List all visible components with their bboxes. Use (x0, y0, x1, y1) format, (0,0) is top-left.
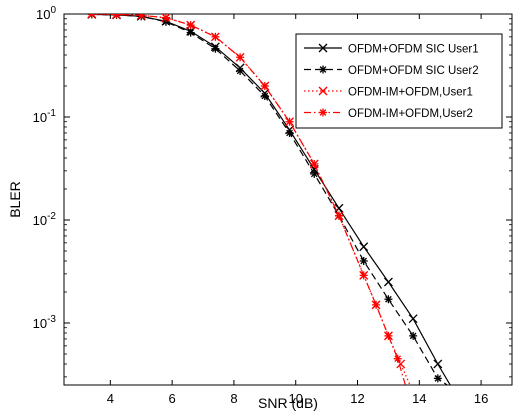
x-axis-label: SNR (dB) (258, 395, 318, 411)
data-point (236, 53, 245, 62)
x-tick-label: 12 (350, 391, 364, 406)
legend-item: OFDM-IM+OFDM,User2 (304, 108, 473, 120)
data-point (372, 300, 381, 309)
data-point (393, 354, 402, 363)
data-point (211, 32, 220, 41)
legend-marker (318, 43, 328, 53)
legend-marker (318, 86, 328, 96)
legend-label: OFDM-IM+OFDM,User1 (348, 87, 473, 99)
data-point (285, 128, 294, 137)
legend-label: OFDM+OFDM SIC User1 (348, 44, 479, 56)
data-point (236, 66, 245, 75)
x-tick-label: 6 (169, 391, 176, 406)
y-tick-label: 10-1 (33, 108, 57, 125)
legend-item: OFDM+OFDM SIC User2 (304, 65, 479, 77)
legend-label: OFDM+OFDM SIC User2 (348, 65, 479, 77)
x-tick-label: 4 (107, 391, 114, 406)
legend-marker (319, 65, 327, 74)
series-4 (87, 14, 406, 385)
data-point (383, 277, 393, 287)
legend-item: OFDM+OFDM SIC User1 (304, 44, 479, 56)
data-point (211, 44, 220, 53)
legend-item: OFDM-IM+OFDM,User1 (304, 87, 473, 99)
data-point (334, 211, 343, 220)
data-point (260, 91, 269, 100)
legend-marker (319, 108, 327, 117)
data-point (384, 331, 393, 340)
series-line (91, 14, 451, 385)
legend-box (295, 33, 503, 129)
y-tick-label: 10-3 (33, 314, 57, 331)
x-tick-label: 14 (412, 391, 426, 406)
data-point (359, 256, 368, 265)
data-point (137, 14, 146, 20)
data-point (310, 169, 319, 178)
data-point (186, 21, 195, 30)
data-point (310, 159, 319, 168)
data-point (433, 374, 442, 383)
data-point (409, 331, 418, 340)
series-line (91, 14, 448, 385)
data-point (112, 14, 121, 19)
y-tick-label: 100 (36, 5, 56, 22)
y-axis-label: BLER (7, 181, 23, 218)
data-point (285, 117, 294, 126)
data-point (260, 81, 269, 90)
x-tick-label: 16 (474, 391, 488, 406)
data-point (87, 14, 96, 18)
axes-layer: 4 6 8 10 12 14 16 10-3 10-2 10-1 100 (33, 5, 512, 406)
data-point (433, 359, 443, 369)
x-tick-label: 10 (288, 391, 302, 406)
data-point (359, 242, 369, 252)
data-point (359, 271, 368, 280)
legend: OFDM+OFDM SIC User1 OFDM+OFDM SIC User2 OF… (295, 33, 503, 129)
data-point (384, 295, 393, 304)
data-point (408, 314, 418, 324)
y-tick-label: 10-2 (33, 211, 57, 228)
x-tick-label: 8 (230, 391, 237, 406)
series-line (91, 14, 406, 385)
data-point (161, 14, 170, 22)
legend-label: OFDM-IM+OFDM,User2 (348, 108, 473, 120)
data-point (186, 28, 195, 37)
series-layer (87, 14, 451, 385)
